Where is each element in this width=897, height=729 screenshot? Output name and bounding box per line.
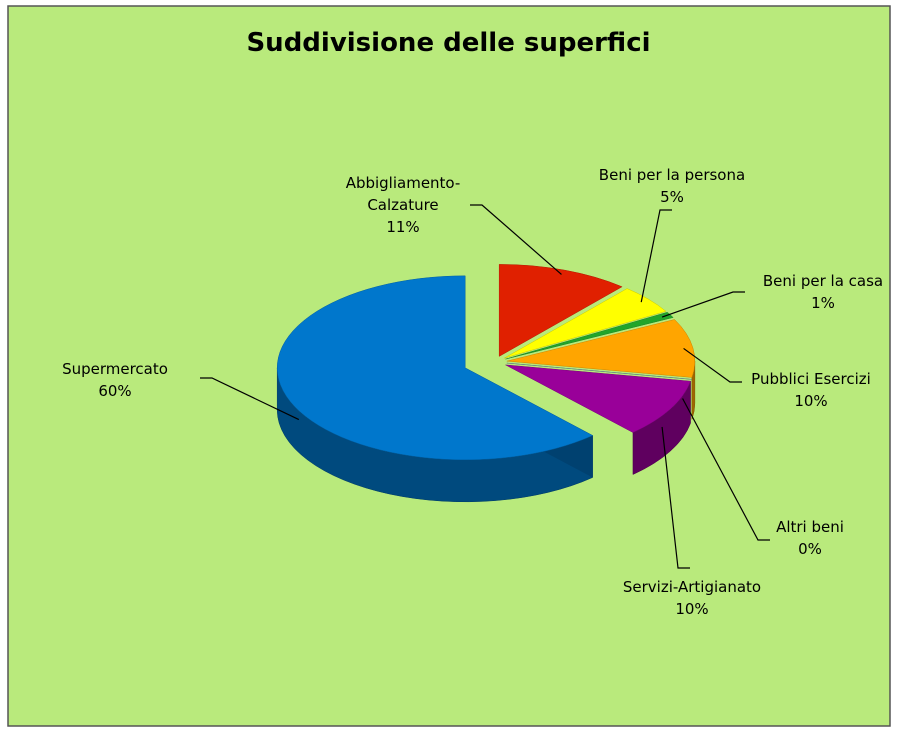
slice [498, 264, 623, 357]
leader-line [682, 398, 770, 541]
value-label: 5% [660, 188, 684, 206]
value-label: 1% [811, 294, 835, 312]
slice-label: Beni per la casa [762, 272, 884, 290]
value-label: 11% [386, 218, 420, 236]
leader-line [683, 347, 742, 383]
leader-line [640, 209, 672, 303]
slice [504, 288, 667, 359]
slice [505, 364, 691, 433]
slice [505, 311, 674, 360]
chart-title: Suddivisione delle superfici [246, 28, 651, 58]
leader-line [200, 377, 300, 421]
leader-line [661, 426, 690, 569]
slice-label: Servizi-Artigianato [622, 578, 762, 596]
slice-label: Pubblici Esercizi [751, 370, 871, 388]
value-label: 60% [98, 382, 132, 400]
slice-label: Supermercato [62, 360, 168, 378]
slice [276, 275, 594, 461]
value-label: 10% [794, 392, 828, 410]
slice [506, 319, 696, 378]
slice [506, 362, 692, 380]
leader-line [661, 291, 745, 318]
slice-label: Abbigliamento-Calzature [345, 174, 461, 214]
value-label: 0% [798, 540, 822, 558]
leader-line [470, 204, 562, 275]
value-label: 10% [675, 600, 709, 618]
slice-label: Altri beni [776, 518, 844, 536]
slice-label: Beni per la persona [598, 166, 746, 184]
